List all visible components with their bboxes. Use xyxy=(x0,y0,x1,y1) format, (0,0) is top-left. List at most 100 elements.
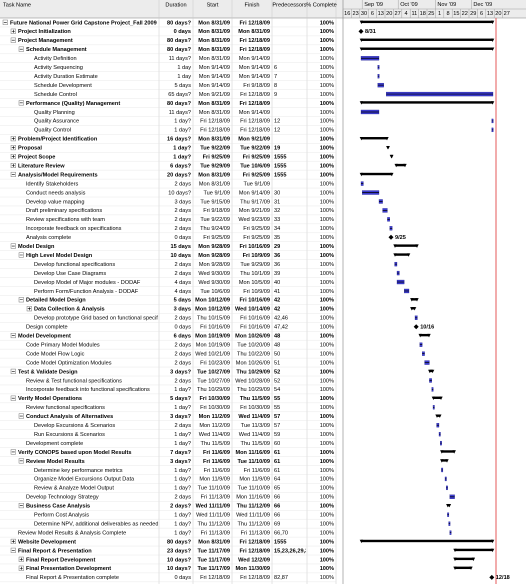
summary-cap xyxy=(453,566,457,571)
cell-text: Review functional specifications xyxy=(26,405,105,411)
cell: Website Development xyxy=(10,538,76,545)
cell-text: Wed 9/30/09 xyxy=(198,280,230,286)
cell: 0 days xyxy=(175,325,192,331)
cell-text: Fri 10/30/09 xyxy=(200,396,230,402)
cell: 2 days xyxy=(175,262,192,268)
week-label: 15 xyxy=(453,11,459,17)
cell: Thu 9/24/09 xyxy=(200,226,230,232)
milestone-label: 8/31 xyxy=(365,29,376,35)
cell-text: Fri 9/25/09 xyxy=(203,155,230,161)
cell-text: 1555 xyxy=(274,155,286,161)
cell-text: 1 day? xyxy=(174,441,191,447)
cell-text: Activity Sequencing xyxy=(34,65,83,71)
cell-text: 23 days? xyxy=(167,548,192,554)
cell: Develop value mapping xyxy=(26,199,84,205)
summary-cap xyxy=(453,548,457,553)
cell-text: 48 xyxy=(274,334,280,340)
cell-text: Fri 10/16/09 xyxy=(240,325,270,331)
cell: 39 xyxy=(274,271,280,277)
cell: Data Collection & Analysis xyxy=(26,306,105,313)
summary-cap xyxy=(359,539,364,544)
cell: 51 xyxy=(274,360,280,366)
cell-text: 100% xyxy=(320,199,334,205)
cell-text: Mon 9/14/09 xyxy=(239,74,270,80)
cell: Final Report & Presentation xyxy=(10,547,92,554)
cell-text: Fri 10/16/09 xyxy=(240,298,270,304)
cell-text: Verify Model Operations xyxy=(18,396,82,402)
cell-text: Fri 12/18/09 xyxy=(240,20,270,26)
cell: 41 xyxy=(274,289,280,295)
cell-text: 3 days? xyxy=(170,459,191,465)
cell: 1 day? xyxy=(174,477,191,483)
cell-text: 33 xyxy=(274,217,280,223)
cell-text: 0 days xyxy=(175,575,192,581)
summary-bar xyxy=(361,38,493,41)
cell-text: 100% xyxy=(320,557,334,563)
cell-text: 2 days xyxy=(175,423,192,429)
cell: 100% xyxy=(320,432,334,438)
cell: 100% xyxy=(320,504,334,510)
cell: Mon 8/31/09 xyxy=(199,181,230,187)
summary-cap xyxy=(490,20,495,25)
cell: 100% xyxy=(320,190,334,196)
cell: 11 days? xyxy=(169,56,191,62)
cell: Develop Use Case Diagrams xyxy=(34,271,106,277)
cell-text: Thu 11/5/09 xyxy=(240,396,270,402)
cell-text: Activity Definition xyxy=(34,56,77,62)
header-background xyxy=(0,0,526,18)
cell-text: 1 day? xyxy=(174,405,191,411)
cell-text: Fri 11/13/09 xyxy=(201,530,230,536)
cell-text: 100% xyxy=(320,441,334,447)
cell: Review Model Results & Analysis Complete xyxy=(18,530,126,536)
cell-text: Mon 11/2/09 xyxy=(199,414,230,420)
cell: 6 days? xyxy=(170,163,191,169)
cell-text: 100% xyxy=(320,307,334,313)
cell-text: Review & Test functional specifications xyxy=(26,378,122,384)
cell-text: Mon 9/14/09 xyxy=(239,190,270,196)
cell: Fri 10/30/09 xyxy=(200,396,230,402)
cell-text: 100% xyxy=(320,271,334,277)
cell: 15,23,26,29,37,4 xyxy=(274,548,306,554)
cell-text: 100% xyxy=(320,405,334,411)
cell: 100% xyxy=(320,110,334,116)
cell: 5 days xyxy=(174,298,191,304)
cell: Determine key performance metrics xyxy=(34,468,123,474)
cell: Schedule Development xyxy=(34,83,92,89)
cell: 65 xyxy=(274,486,280,492)
cell-text: Activity Duration Estimate xyxy=(34,74,98,80)
cell-text: Develop functional specifications xyxy=(34,262,115,268)
cell-text: 2 days xyxy=(175,217,192,223)
cell-text: 1 day? xyxy=(174,486,191,492)
cell-text: 100% xyxy=(320,504,334,510)
cell: 100% xyxy=(320,325,334,331)
summary-cap xyxy=(431,396,436,400)
cell-text: 12 xyxy=(274,128,280,134)
cell: Mon 10/5/09 xyxy=(239,280,270,286)
cell: 100% xyxy=(320,387,334,393)
cell: Wed 10/21/09 xyxy=(195,351,230,357)
milestone xyxy=(358,28,364,34)
cell: 36 xyxy=(274,253,280,259)
cell: 66 xyxy=(274,495,280,501)
cell-text: Mon 11/16/09 xyxy=(235,450,270,456)
cell: 100% xyxy=(320,513,334,519)
cell-text: Tue 9/29/09 xyxy=(200,163,230,169)
cell: Development complete xyxy=(26,441,83,447)
cell: Schedule Management xyxy=(18,46,87,53)
cell: Wed 11/4/09 xyxy=(199,432,230,438)
cell-text: Tue 10/6/09 xyxy=(240,163,270,169)
cell: Review functional specifications xyxy=(26,405,105,411)
cell-text: 100% xyxy=(320,137,334,143)
cell-text: Develop Excursions & Scenarios xyxy=(34,423,115,429)
cell: Develop Technology Strategy xyxy=(26,495,99,501)
cell: 100% xyxy=(320,235,334,241)
cell: Code Primary Model Modules xyxy=(26,342,100,348)
cell-text: 100% xyxy=(320,548,334,554)
cell: Mon 8/31/09 xyxy=(199,110,230,116)
cell: Review & Analyze Model Output xyxy=(34,486,114,492)
cell: 1 day? xyxy=(174,405,191,411)
cell: Final Report & Presentation complete xyxy=(26,575,119,581)
cell-text: Tue 11/10/09 xyxy=(238,486,270,492)
cell-text: 10 days? xyxy=(167,566,192,572)
cell-text: Fri 12/18/09 xyxy=(200,119,230,125)
